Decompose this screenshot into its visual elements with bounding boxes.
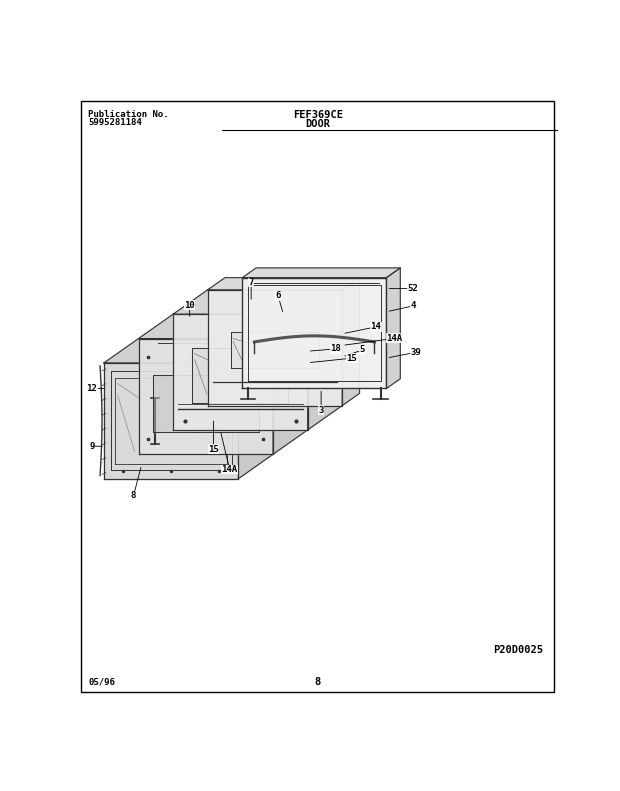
Text: P20D0025: P20D0025 xyxy=(493,645,543,655)
Polygon shape xyxy=(153,375,259,433)
Polygon shape xyxy=(192,348,288,403)
Polygon shape xyxy=(104,363,239,479)
Text: DOOR: DOOR xyxy=(305,119,330,129)
Text: 6: 6 xyxy=(275,291,281,301)
Text: 4: 4 xyxy=(410,301,415,310)
Polygon shape xyxy=(273,314,308,454)
Text: 10: 10 xyxy=(184,301,195,309)
Text: 14A: 14A xyxy=(386,334,402,343)
Polygon shape xyxy=(342,278,360,406)
Text: 15: 15 xyxy=(347,354,357,362)
Polygon shape xyxy=(386,268,401,388)
Text: 8: 8 xyxy=(131,491,136,500)
Polygon shape xyxy=(208,290,342,406)
Text: 14: 14 xyxy=(371,323,381,331)
Text: 18: 18 xyxy=(330,344,341,354)
Polygon shape xyxy=(239,339,273,479)
Polygon shape xyxy=(242,268,401,278)
Text: Publication No.: Publication No. xyxy=(88,110,169,119)
Text: 52: 52 xyxy=(407,284,419,293)
Text: 8: 8 xyxy=(314,677,321,687)
Text: 3: 3 xyxy=(319,406,324,415)
Polygon shape xyxy=(173,314,308,430)
Polygon shape xyxy=(208,278,360,290)
Text: 5: 5 xyxy=(360,346,365,354)
Polygon shape xyxy=(308,290,342,430)
Polygon shape xyxy=(231,332,319,368)
Polygon shape xyxy=(138,339,273,454)
Polygon shape xyxy=(104,339,273,363)
Text: 9: 9 xyxy=(89,441,95,451)
Polygon shape xyxy=(138,314,308,339)
Text: 15: 15 xyxy=(208,445,219,454)
Text: 5995281184: 5995281184 xyxy=(88,118,142,127)
Text: 39: 39 xyxy=(411,348,422,357)
Polygon shape xyxy=(242,278,386,388)
Polygon shape xyxy=(173,290,342,314)
Text: 05/96: 05/96 xyxy=(88,678,115,687)
Text: FEF369CE: FEF369CE xyxy=(293,110,343,120)
Text: 7: 7 xyxy=(249,278,254,287)
Text: 14A: 14A xyxy=(221,465,237,474)
Text: 12: 12 xyxy=(87,384,97,393)
